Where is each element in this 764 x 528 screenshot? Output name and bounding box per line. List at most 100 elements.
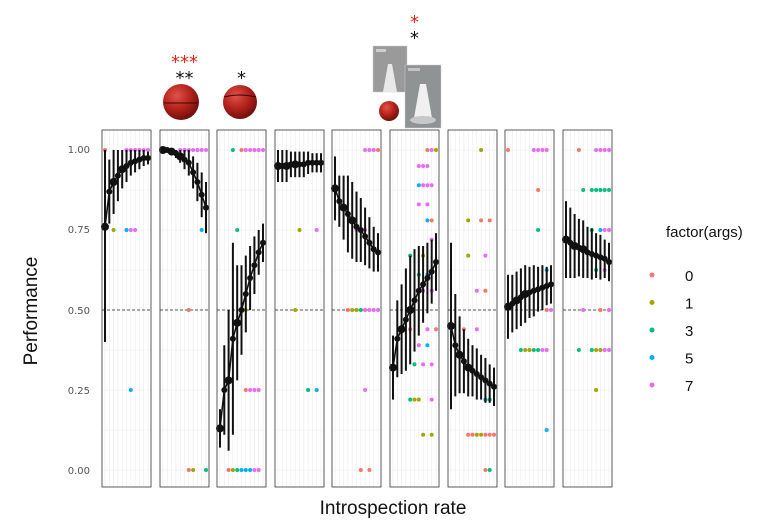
arg-dot: [358, 468, 363, 472]
arg-dot: [602, 228, 607, 232]
mean-point: [242, 291, 249, 297]
mean-point: [362, 233, 369, 240]
arg-dot: [111, 228, 116, 232]
significance-stars-red: ***: [171, 52, 198, 73]
panel-border: [331, 129, 382, 488]
legend-key: [649, 382, 655, 388]
arg-dot: [607, 308, 611, 312]
mean-point: [406, 306, 415, 314]
mean-point: [190, 169, 197, 176]
significance-stars-black: *: [237, 68, 246, 89]
arg-dot: [248, 468, 253, 472]
arg-dot: [416, 202, 421, 207]
arg-dot: [256, 388, 261, 392]
arg-dot: [252, 148, 257, 152]
arg-dot: [607, 228, 611, 232]
arg-dot: [466, 218, 471, 223]
panel-border: [504, 129, 555, 488]
arg-dot: [425, 164, 430, 168]
mean-point: [331, 184, 339, 193]
mean-point: [357, 227, 364, 233]
arg-dot: [425, 202, 430, 207]
mean-point: [229, 335, 236, 342]
arg-dot: [536, 148, 541, 152]
arg-dot: [523, 348, 528, 352]
facet-panel: *****: [159, 52, 210, 488]
mean-point: [460, 358, 467, 365]
arg-dot: [314, 388, 319, 392]
arg-dot: [128, 228, 133, 232]
mean-point: [101, 222, 109, 231]
arg-dot: [470, 432, 475, 437]
arg-dot: [607, 148, 611, 152]
x-axis-label: Introspection rate: [320, 498, 467, 519]
arg-dot: [518, 348, 523, 352]
arg-dot: [429, 362, 434, 367]
arg-dot: [199, 228, 204, 232]
arg-dot: [195, 148, 200, 152]
arg-dot: [594, 388, 599, 392]
arg-dot: [429, 148, 434, 152]
arg-dot: [425, 343, 430, 348]
mean-point: [106, 188, 113, 195]
legend-label: 3: [685, 323, 693, 340]
arg-dot: [474, 288, 479, 293]
facet-panel: [101, 129, 152, 488]
arg-dot: [226, 468, 231, 472]
mean-point: [305, 159, 312, 166]
arg-dot: [239, 148, 244, 152]
arg-dot: [239, 468, 244, 472]
y-tick-label: 1.00: [68, 145, 90, 156]
panel-border: [389, 129, 440, 488]
mean-point: [233, 318, 242, 327]
mean-point: [394, 335, 401, 342]
arg-dot: [371, 308, 376, 312]
arg-dot: [412, 362, 417, 367]
mean-point: [344, 211, 351, 217]
mean-point: [420, 281, 427, 288]
arg-dot: [252, 388, 257, 392]
arg-dot: [483, 288, 488, 293]
arg-dot: [576, 148, 581, 152]
arg-dot: [594, 348, 599, 352]
arg-dot: [235, 228, 240, 232]
arg-dot: [602, 348, 607, 352]
panel-border: [274, 129, 325, 488]
arg-dot: [474, 327, 479, 332]
mean-point: [366, 239, 373, 246]
y-tick-labels: 1.00 0.75 0.50 0.25 0.00: [68, 145, 90, 477]
arg-dot: [408, 397, 413, 402]
mean-point: [447, 322, 455, 330]
mean-point: [255, 249, 262, 256]
legend-label: 1: [685, 296, 693, 313]
arg-dot: [376, 148, 380, 152]
facet-panel: [447, 129, 498, 488]
arg-dot: [536, 348, 541, 352]
arg-dot: [483, 468, 488, 472]
photo-thumbnail-icon: [404, 64, 442, 129]
panel-border: [216, 129, 267, 488]
arg-dot: [367, 308, 372, 312]
mean-point: [221, 387, 228, 393]
arg-dot: [544, 148, 549, 152]
arg-dot: [416, 183, 421, 188]
arg-dot: [204, 468, 208, 472]
arg-dot: [544, 428, 549, 432]
arg-dot: [421, 362, 426, 367]
mean-point: [415, 287, 422, 294]
mean-point: [140, 155, 147, 161]
arg-dot: [376, 308, 380, 312]
arg-dot: [589, 348, 594, 352]
mean-point: [402, 316, 409, 323]
mean-point: [428, 268, 435, 275]
arg-dot: [540, 348, 545, 352]
arg-dot: [256, 148, 261, 152]
facet-panel: [504, 129, 555, 488]
mean-point: [260, 239, 266, 246]
mean-point: [109, 178, 118, 186]
mean-point: [478, 374, 485, 381]
arg-dot: [421, 432, 426, 437]
arg-dot: [544, 348, 549, 352]
mean-point: [375, 249, 381, 256]
mean-point: [159, 146, 167, 154]
